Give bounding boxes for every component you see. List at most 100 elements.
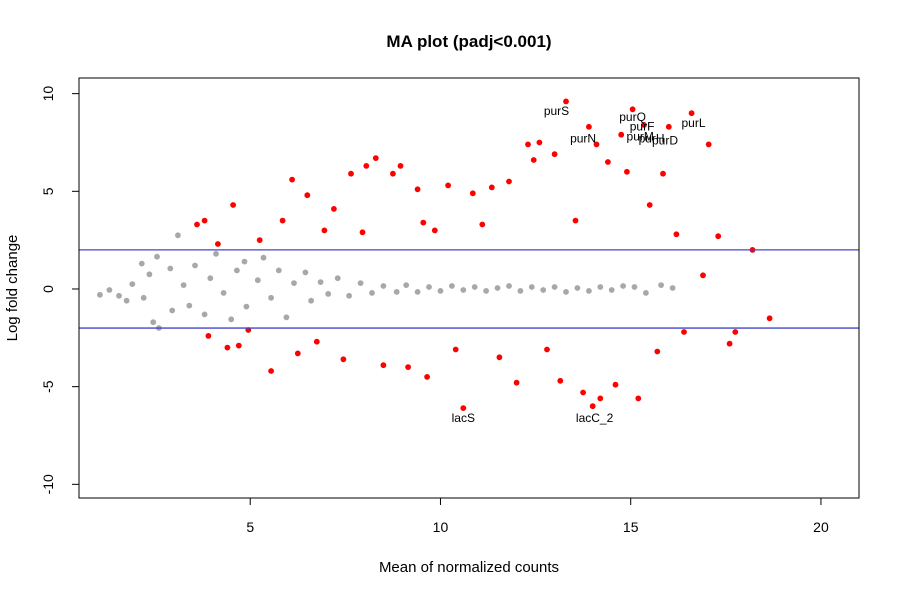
point-significant-24: [397, 163, 404, 169]
point-significant-59: [646, 202, 653, 208]
point-significant-9: [268, 368, 274, 374]
point-significant-70: [732, 329, 739, 335]
point-not_significant-4: [123, 297, 130, 304]
point-not_significant-6: [146, 271, 153, 278]
point-significant-22: [380, 362, 387, 369]
point-significant-44: [557, 377, 564, 384]
point-not_significant-29: [283, 314, 290, 321]
point-not_significant-41: [403, 282, 410, 288]
x-tick-label-5: 5: [246, 519, 254, 535]
x-axis-label: Mean of normalized counts: [379, 559, 559, 576]
gene-label-purh: purH: [639, 132, 665, 146]
point-not_significant-56: [574, 285, 581, 291]
gene-label-purn: purN: [570, 132, 596, 146]
point-significant-53: [612, 381, 619, 388]
point-significant-2: [205, 333, 212, 339]
point-not_significant-37: [357, 280, 364, 286]
point-significant-55: [624, 168, 630, 175]
point-significant-42: [544, 346, 550, 353]
gene-label-purm: purM: [627, 130, 654, 144]
point-significant-69: [726, 340, 733, 347]
gene-label-purl: purL: [681, 116, 705, 130]
point-not_significant-49: [494, 285, 501, 291]
point-significant-60: [654, 348, 661, 355]
gene-label-lacc-2: lacC_2: [576, 411, 614, 425]
y-tick-label-10: 10: [40, 86, 56, 102]
point-significant-41: [536, 139, 543, 146]
point-not_significant-58: [597, 284, 604, 290]
point-significant-39: [525, 141, 531, 148]
point-not_significant-20: [220, 290, 227, 296]
point-significant-4: [224, 344, 231, 351]
gene-label-purf: purF: [630, 120, 655, 134]
y-tick-label-0: 0: [40, 285, 56, 293]
point-significant-56: [629, 106, 636, 113]
point-significant-72: [766, 315, 773, 322]
point-not_significant-42: [414, 289, 421, 295]
point-not_significant-23: [241, 258, 248, 265]
point-significant-23: [390, 170, 396, 177]
point-not_significant-9: [150, 319, 157, 326]
gene-label-purq: purQ: [619, 110, 646, 124]
point-significant-18: [348, 170, 354, 177]
point-significant-16: [331, 206, 337, 212]
point-not_significant-15: [186, 302, 193, 309]
point-not_significant-60: [620, 283, 626, 289]
point-significant-36: [496, 354, 503, 361]
point-not_significant-25: [254, 277, 261, 284]
point-significant-64: [681, 329, 687, 335]
point-significant-3: [215, 241, 221, 247]
point-not_significant-31: [302, 269, 309, 276]
point-not_significant-27: [268, 294, 274, 301]
point-significant-38: [513, 379, 520, 386]
x-tick-label-15: 15: [623, 519, 639, 535]
point-significant-0: [194, 221, 200, 228]
point-significant-63: [673, 231, 680, 238]
point-significant-51: [597, 395, 604, 402]
point-not_significant-57: [586, 288, 592, 294]
series-not_significant: [97, 232, 676, 331]
point-not_significant-54: [551, 284, 558, 290]
point-not_significant-12: [175, 232, 181, 239]
point-not_significant-22: [234, 267, 240, 274]
point-not_significant-17: [201, 311, 208, 318]
point-significant-58: [641, 122, 647, 128]
point-not_significant-43: [426, 284, 432, 290]
chart-title: MA plot (padj<0.001): [386, 32, 551, 51]
points-layer: [97, 98, 773, 411]
point-significant-6: [235, 342, 242, 349]
point-not_significant-33: [317, 279, 324, 285]
point-not_significant-32: [308, 297, 314, 304]
point-significant-19: [359, 229, 366, 236]
point-significant-29: [431, 227, 438, 234]
y-tick-label--5: -5: [40, 380, 56, 393]
x-tick-label-20: 20: [813, 519, 829, 535]
point-significant-49: [589, 403, 596, 410]
point-not_significant-19: [213, 250, 219, 257]
point-not_significant-21: [228, 316, 235, 323]
point-significant-14: [313, 338, 320, 345]
point-significant-1: [201, 217, 208, 224]
point-significant-37: [506, 178, 512, 185]
point-significant-8: [256, 237, 263, 244]
point-significant-61: [660, 170, 666, 177]
point-significant-25: [405, 364, 411, 370]
point-significant-27: [420, 219, 427, 226]
point-not_significant-51: [517, 288, 524, 294]
gene-label-purs: purS: [544, 104, 569, 118]
point-significant-65: [688, 110, 695, 117]
point-significant-31: [452, 346, 459, 353]
point-significant-26: [414, 186, 421, 193]
plot-frame: [78, 77, 860, 499]
x-tick-label-10: 10: [433, 519, 449, 535]
point-not_significant-52: [528, 284, 535, 290]
point-not_significant-26: [260, 254, 267, 261]
x-axis: 5 10 15 20: [246, 497, 829, 535]
point-significant-10: [279, 217, 286, 224]
point-significant-28: [424, 374, 430, 380]
point-not_significant-3: [129, 281, 136, 287]
point-significant-30: [445, 182, 451, 189]
point-significant-13: [304, 192, 311, 199]
